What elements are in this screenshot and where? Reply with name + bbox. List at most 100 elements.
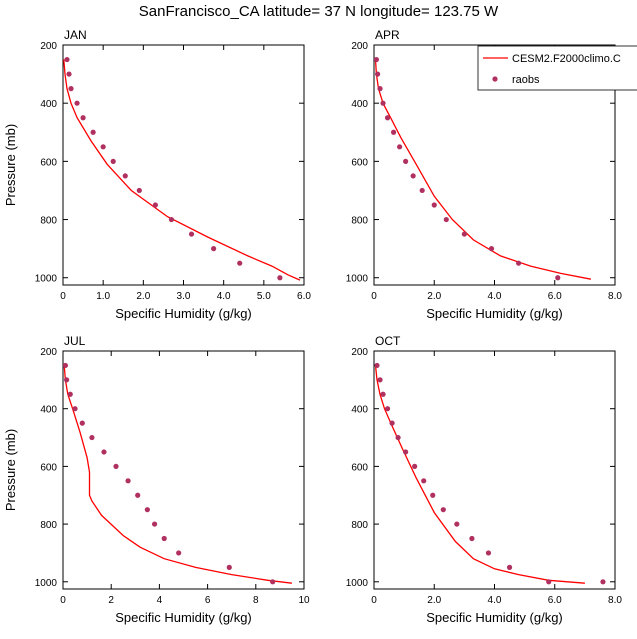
raobs-point <box>113 463 119 469</box>
raobs-point <box>516 260 522 266</box>
raobs-point <box>122 173 128 179</box>
model-profile-line <box>63 59 301 281</box>
legend-model-label: CESM2.F2000climo.C <box>512 53 621 65</box>
y-tick-label: 400 <box>40 405 57 416</box>
model-profile-line <box>63 365 292 584</box>
x-tick-label: 10 <box>298 595 310 606</box>
raobs-point <box>226 564 232 570</box>
x-tick-label: 4.0 <box>217 291 231 302</box>
raobs-point <box>431 202 437 208</box>
legend-dot-swatch <box>492 76 498 82</box>
raobs-point <box>66 71 72 77</box>
raobs-point <box>144 507 150 513</box>
y-tick-label: 400 <box>351 99 368 110</box>
raobs-point <box>375 71 381 77</box>
raobs-point <box>374 56 380 63</box>
x-axis-title: Specific Humidity (g/kg) <box>115 306 252 321</box>
x-tick-label: 6.0 <box>548 291 562 302</box>
raobs-point <box>110 158 116 164</box>
model-profile-line <box>374 59 592 280</box>
raobs-point <box>440 507 446 513</box>
raobs-point <box>135 492 141 498</box>
y-tick-label: 1000 <box>346 274 369 285</box>
raobs-point <box>430 492 436 498</box>
raobs-point <box>384 406 391 412</box>
raobs-point <box>80 115 86 121</box>
raobs-point <box>390 129 397 135</box>
x-tick-label: 1.0 <box>96 291 110 302</box>
raobs-point <box>506 564 513 570</box>
raobs-point <box>374 362 380 369</box>
y-axis-title: Pressure (mb) <box>3 124 18 206</box>
y-tick-label: 200 <box>40 347 57 358</box>
raobs-point <box>100 144 106 150</box>
raobs-point <box>397 144 403 150</box>
raobs-point <box>72 406 78 412</box>
raobs-point <box>125 478 131 484</box>
panel-label: OCT <box>375 334 401 348</box>
x-tick-label: 8 <box>253 595 259 606</box>
raobs-point <box>277 275 283 281</box>
legend-box <box>477 45 637 91</box>
raobs-point <box>237 260 243 266</box>
x-axis-title: Specific Humidity (g/kg) <box>426 306 563 321</box>
y-tick-label: 600 <box>40 462 57 473</box>
panel-label: JAN <box>64 28 87 42</box>
legend-obs-label: raobs <box>512 74 540 86</box>
plot-frame <box>62 44 305 286</box>
panel-jan: JAN 0 1.0 2.0 3.0 4.0 5.0 6.0 200 400 600 800 1000 Sp… <box>3 28 311 321</box>
x-tick-label: 8.0 <box>608 291 622 302</box>
x-tick-label: 6.0 <box>297 291 311 302</box>
y-tick-label: 800 <box>351 520 368 531</box>
x-tick-label: 2 <box>108 595 114 606</box>
raobs-point <box>377 377 383 383</box>
raobs-point <box>176 550 182 556</box>
panel-label: APR <box>375 28 400 42</box>
x-axis-title: Specific Humidity (g/kg) <box>426 610 563 625</box>
x-tick-label: 5.0 <box>257 291 271 302</box>
raobs-point <box>151 521 158 527</box>
y-tick-label: 600 <box>40 157 57 168</box>
panel-oct: OCT 0 2.0 4.0 6.0 8.0 200 400 600 800 1000 Specific… <box>346 334 623 625</box>
raobs-point <box>389 420 395 426</box>
x-tick-label: 6 <box>205 595 211 606</box>
panel-apr: APR 0 2.0 4.0 6.0 8.0 200 400 600 800 1000 Specific… <box>346 28 623 321</box>
y-tick-label: 800 <box>40 520 57 531</box>
raobs-point <box>136 187 142 194</box>
raobs-point <box>63 362 69 369</box>
raobs-point <box>419 187 425 194</box>
legend: CESM2.F2000climo.C raobs <box>477 45 637 91</box>
y-tick-label: 400 <box>40 99 57 110</box>
raobs-point <box>454 521 460 527</box>
y-tick-label: 600 <box>351 462 368 473</box>
raobs-point <box>188 231 195 237</box>
y-tick-label: 1000 <box>35 274 58 285</box>
y-tick-label: 200 <box>351 41 368 52</box>
raobs-point <box>64 56 70 63</box>
raobs-point <box>380 391 386 397</box>
series-layer <box>63 362 292 585</box>
figure-title: SanFrancisco_CA latitude= 37 N longitude… <box>138 3 499 20</box>
raobs-point <box>421 478 427 484</box>
x-tick-label: 0 <box>60 595 66 606</box>
plot-frame <box>62 350 305 590</box>
raobs-point <box>412 463 418 469</box>
x-tick-label: 6.0 <box>548 595 562 606</box>
x-tick-label: 8.0 <box>608 595 622 606</box>
raobs-point <box>469 535 475 542</box>
y-tick-label: 1000 <box>35 578 58 589</box>
y-tick-label: 1000 <box>346 578 369 589</box>
raobs-point <box>395 434 401 441</box>
raobs-point <box>380 100 386 106</box>
raobs-point <box>488 246 495 252</box>
panel-jul: JUL 0 2 4 6 8 10 200 400 600 800 1000 Specific Humid… <box>3 334 310 625</box>
raobs-point <box>546 579 552 585</box>
raobs-point <box>68 86 74 92</box>
raobs-point <box>410 173 416 179</box>
raobs-point <box>101 449 107 455</box>
raobs-point <box>377 86 383 92</box>
series-layer <box>374 56 592 281</box>
panel-label: JUL <box>64 334 86 348</box>
